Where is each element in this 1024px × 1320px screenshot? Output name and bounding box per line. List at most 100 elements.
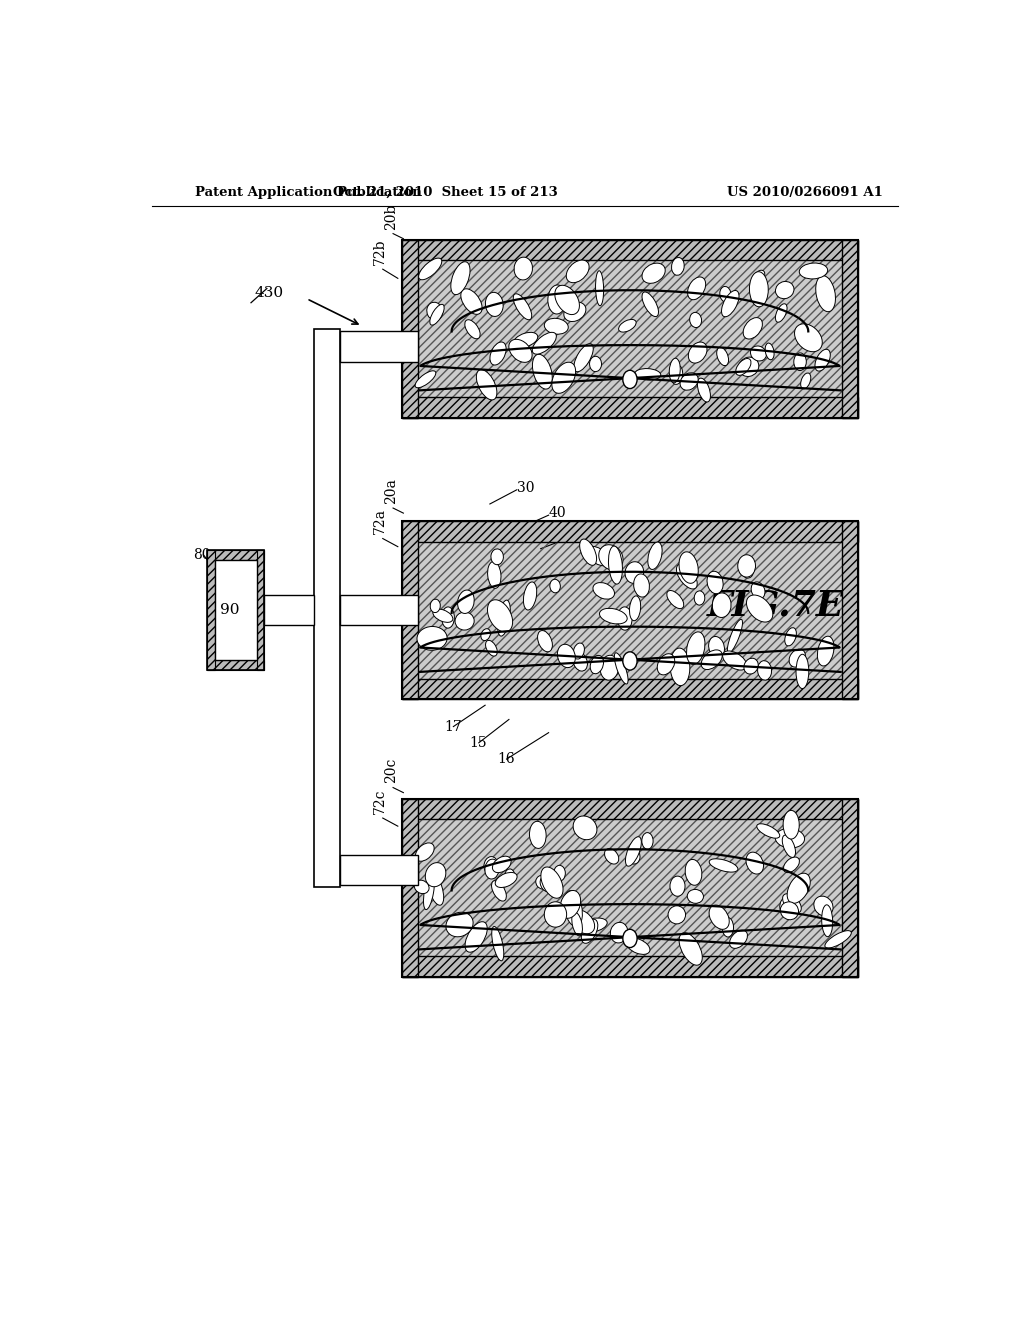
Bar	[401, 521, 858, 700]
Ellipse shape	[580, 539, 597, 565]
Ellipse shape	[743, 659, 758, 675]
Ellipse shape	[552, 362, 575, 393]
Ellipse shape	[720, 286, 731, 302]
Ellipse shape	[419, 259, 441, 280]
Bar	[401, 799, 418, 977]
Bar	[418, 541, 842, 678]
Ellipse shape	[765, 343, 774, 360]
Text: 72b: 72b	[374, 239, 387, 265]
Ellipse shape	[635, 368, 660, 380]
Ellipse shape	[445, 912, 473, 937]
Ellipse shape	[688, 342, 707, 363]
Text: 90: 90	[220, 603, 240, 618]
Ellipse shape	[458, 590, 474, 614]
Ellipse shape	[610, 923, 628, 942]
Text: 15: 15	[469, 735, 486, 750]
Ellipse shape	[729, 931, 748, 948]
Ellipse shape	[727, 619, 742, 653]
Bar	[418, 818, 842, 956]
Ellipse shape	[679, 552, 698, 583]
Ellipse shape	[430, 599, 440, 612]
Circle shape	[623, 371, 637, 388]
Ellipse shape	[513, 333, 538, 347]
Ellipse shape	[618, 319, 636, 333]
Ellipse shape	[487, 599, 513, 632]
Ellipse shape	[493, 857, 511, 873]
Ellipse shape	[722, 290, 739, 317]
Ellipse shape	[570, 909, 595, 933]
Ellipse shape	[492, 880, 506, 902]
Bar	[401, 240, 858, 417]
Circle shape	[623, 652, 637, 671]
Ellipse shape	[634, 574, 649, 597]
Ellipse shape	[465, 319, 480, 339]
Ellipse shape	[485, 292, 503, 317]
Ellipse shape	[697, 378, 711, 403]
Ellipse shape	[415, 371, 436, 388]
Bar	[418, 260, 842, 397]
Ellipse shape	[680, 372, 698, 391]
Text: 40: 40	[549, 506, 566, 520]
Ellipse shape	[587, 546, 609, 566]
Ellipse shape	[532, 354, 552, 389]
Ellipse shape	[751, 346, 766, 360]
Ellipse shape	[433, 609, 453, 622]
Ellipse shape	[490, 549, 504, 565]
Ellipse shape	[626, 939, 650, 954]
Ellipse shape	[428, 873, 443, 906]
Text: 80: 80	[194, 548, 211, 562]
Ellipse shape	[689, 313, 701, 327]
Ellipse shape	[608, 546, 623, 583]
Ellipse shape	[710, 859, 738, 873]
Ellipse shape	[671, 364, 683, 384]
Ellipse shape	[709, 636, 724, 659]
Ellipse shape	[590, 356, 601, 372]
Text: 72c: 72c	[374, 788, 387, 814]
Ellipse shape	[625, 562, 644, 583]
Bar	[842, 240, 858, 417]
Bar	[401, 799, 858, 977]
Circle shape	[623, 929, 637, 948]
Bar	[207, 660, 264, 671]
Ellipse shape	[532, 333, 556, 354]
Text: 16: 16	[497, 752, 515, 766]
Ellipse shape	[757, 824, 779, 838]
Bar	[215, 561, 257, 660]
Ellipse shape	[550, 579, 560, 593]
Ellipse shape	[668, 906, 685, 924]
Ellipse shape	[416, 843, 434, 861]
Bar	[418, 818, 842, 956]
Ellipse shape	[509, 339, 532, 363]
Ellipse shape	[694, 591, 705, 605]
Bar	[207, 550, 264, 561]
Text: 20b: 20b	[384, 203, 397, 230]
Bar	[340, 331, 418, 362]
Ellipse shape	[670, 648, 690, 685]
Bar	[401, 799, 858, 818]
Text: Oct. 21, 2010  Sheet 15 of 213: Oct. 21, 2010 Sheet 15 of 213	[333, 186, 558, 199]
Ellipse shape	[743, 318, 763, 339]
Ellipse shape	[709, 906, 729, 929]
Bar	[401, 397, 858, 417]
Text: Patent Application Publication: Patent Application Publication	[196, 186, 422, 199]
Ellipse shape	[707, 572, 723, 594]
Ellipse shape	[484, 857, 498, 874]
Ellipse shape	[723, 651, 746, 671]
Ellipse shape	[481, 628, 490, 640]
Bar	[401, 799, 858, 977]
Ellipse shape	[427, 302, 442, 321]
Bar	[842, 799, 858, 977]
Ellipse shape	[504, 869, 515, 884]
Ellipse shape	[441, 607, 455, 628]
Ellipse shape	[657, 653, 675, 675]
Ellipse shape	[599, 545, 623, 570]
Ellipse shape	[496, 873, 517, 887]
Ellipse shape	[821, 904, 833, 937]
Ellipse shape	[787, 874, 810, 903]
Ellipse shape	[775, 304, 787, 322]
Ellipse shape	[430, 305, 444, 325]
Ellipse shape	[752, 271, 765, 286]
Ellipse shape	[741, 562, 754, 578]
Ellipse shape	[642, 292, 658, 317]
Bar	[401, 240, 858, 260]
